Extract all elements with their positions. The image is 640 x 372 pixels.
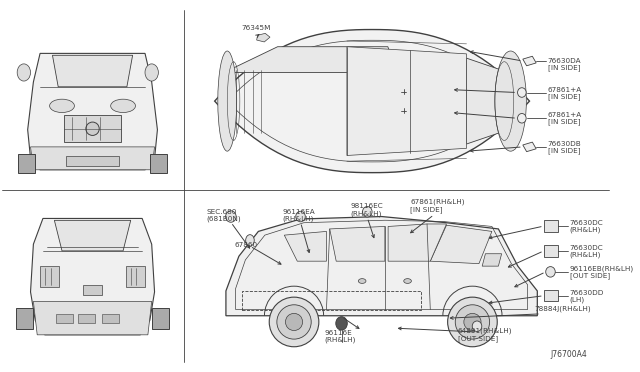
Text: 76630DD: 76630DD [570,290,604,296]
Polygon shape [31,147,154,170]
Text: (RH&LH): (RH&LH) [324,336,356,343]
Text: 96116EA: 96116EA [282,209,315,215]
Ellipse shape [464,313,481,331]
Text: 67861(RH&LH): 67861(RH&LH) [410,199,465,205]
Polygon shape [52,55,132,87]
Polygon shape [544,245,558,257]
Text: (RH&LH): (RH&LH) [350,211,381,217]
Bar [83,285,102,295]
Ellipse shape [111,99,136,113]
Text: 67861+A: 67861+A [548,87,582,93]
Bar [102,314,119,323]
Bar [64,115,121,142]
Text: [IN SIDE]: [IN SIDE] [548,147,580,154]
Text: 76630DC: 76630DC [570,220,604,226]
Text: (RH&LH): (RH&LH) [282,215,314,222]
Polygon shape [226,217,538,316]
Text: 76630DB: 76630DB [548,141,581,147]
Ellipse shape [546,267,556,277]
Text: 78884J(RH&LH): 78884J(RH&LH) [534,306,591,312]
Text: [OUT SIDE]: [OUT SIDE] [570,272,610,279]
Ellipse shape [404,279,412,283]
Polygon shape [544,220,558,232]
Polygon shape [347,47,467,155]
Ellipse shape [336,317,348,330]
Ellipse shape [277,305,311,339]
Polygon shape [544,290,558,301]
Polygon shape [214,29,529,173]
Polygon shape [388,224,447,261]
Text: (RH&LH): (RH&LH) [570,251,601,258]
Text: 76630DC: 76630DC [570,245,604,251]
Polygon shape [523,142,536,152]
Polygon shape [224,47,397,73]
Bar [18,154,35,173]
Polygon shape [31,218,154,335]
Bar [16,308,33,329]
Text: (LH): (LH) [570,296,585,303]
Text: 67860: 67860 [235,242,258,248]
Polygon shape [33,301,152,335]
Polygon shape [330,227,385,261]
Text: [OUT SIDE]: [OUT SIDE] [458,335,498,342]
Text: 76345M: 76345M [241,25,271,31]
Text: 96116E: 96116E [324,330,352,336]
Ellipse shape [472,321,482,331]
Bar [150,154,167,173]
Ellipse shape [495,51,526,151]
Ellipse shape [50,99,74,113]
Polygon shape [257,33,270,42]
Bar [242,291,420,310]
Text: 76630DA: 76630DA [548,58,581,64]
Text: [IN SIDE]: [IN SIDE] [410,206,443,213]
Text: 67861+A: 67861+A [548,112,582,118]
Ellipse shape [362,206,372,217]
Ellipse shape [269,297,319,347]
Ellipse shape [246,235,254,246]
Bar [126,266,145,287]
Polygon shape [54,220,131,251]
Ellipse shape [86,122,99,135]
Bar [40,266,59,287]
Text: 96116EB(RH&LH): 96116EB(RH&LH) [570,266,634,272]
Ellipse shape [455,305,490,339]
Polygon shape [28,54,157,170]
Polygon shape [523,56,536,66]
Text: (681B0N): (681B0N) [206,215,241,222]
Bar [152,308,169,329]
Text: [IN SIDE]: [IN SIDE] [548,64,580,71]
Polygon shape [467,58,517,144]
Bar [66,156,119,166]
Ellipse shape [518,88,526,97]
Text: [IN SIDE]: [IN SIDE] [548,119,580,125]
Polygon shape [284,231,326,261]
Text: SEC.680: SEC.680 [206,209,236,215]
Ellipse shape [447,297,497,347]
Text: 64891(RH&LH): 64891(RH&LH) [458,328,513,334]
Ellipse shape [358,279,366,283]
Ellipse shape [218,51,237,151]
Ellipse shape [226,211,236,222]
Polygon shape [482,254,502,266]
Ellipse shape [285,313,303,331]
Text: (RH&LH): (RH&LH) [570,227,601,233]
Bar [56,314,74,323]
Ellipse shape [296,211,305,222]
Ellipse shape [145,64,158,81]
Ellipse shape [17,64,31,81]
Text: [IN SIDE]: [IN SIDE] [548,93,580,100]
Text: 98116EC: 98116EC [350,203,383,209]
Text: J76700A4: J76700A4 [550,350,587,359]
Bar [78,314,95,323]
Ellipse shape [518,113,526,123]
Polygon shape [430,225,492,264]
